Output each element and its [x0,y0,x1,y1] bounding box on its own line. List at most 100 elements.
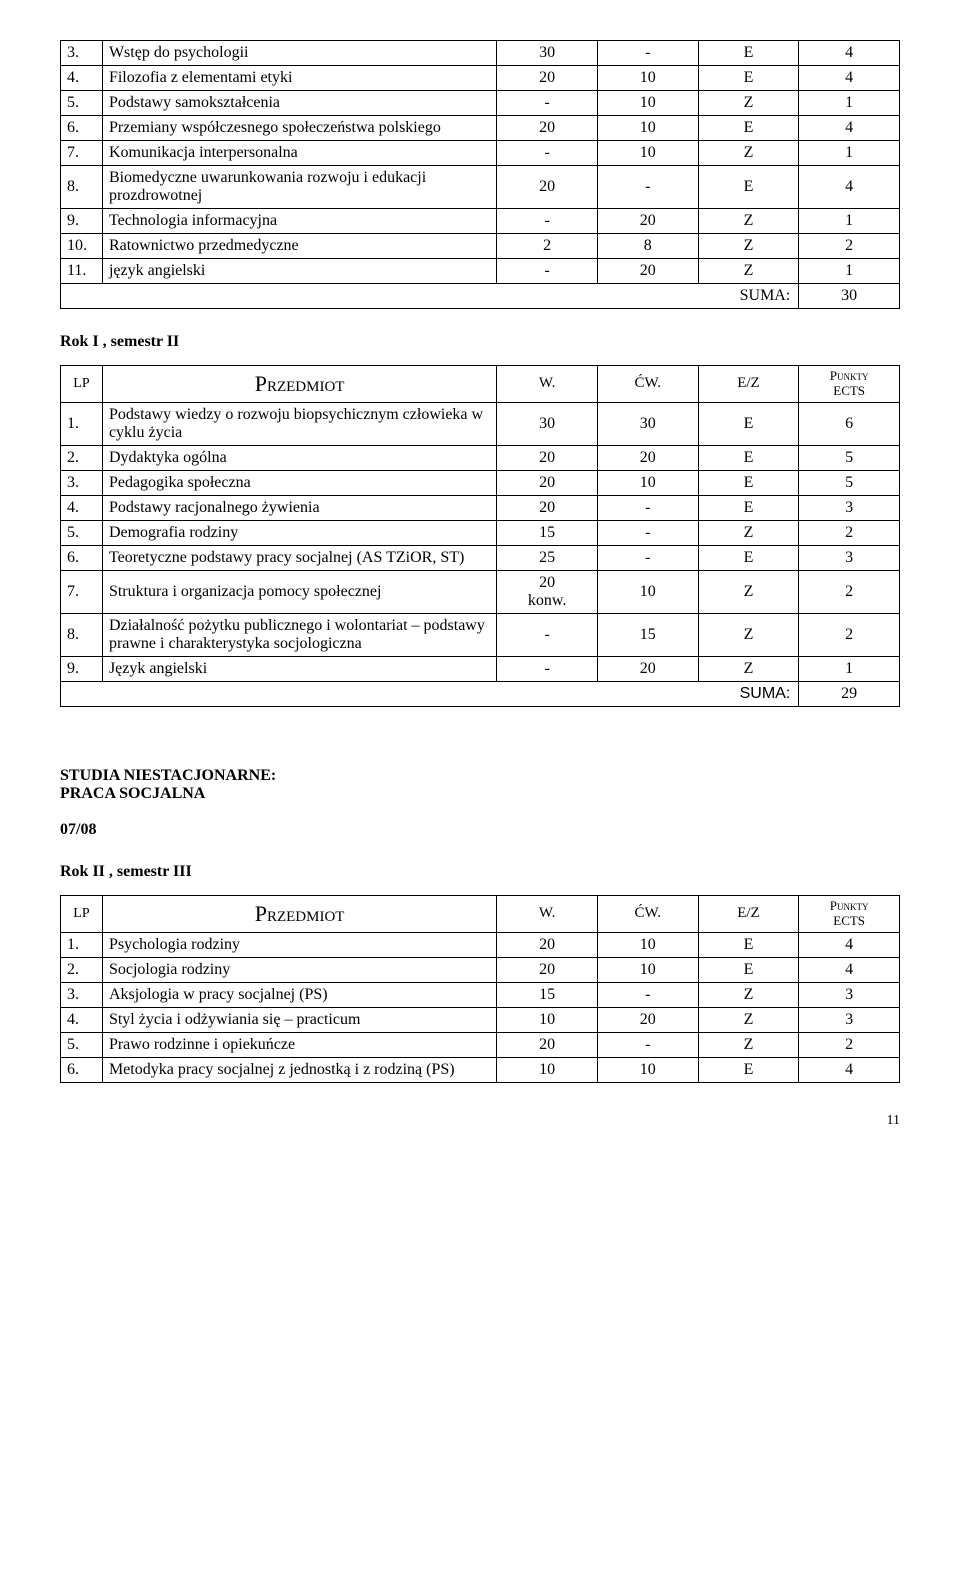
cell-cw: 10 [597,1057,698,1082]
cell-num: 5. [61,1032,103,1057]
section-title-3: Rok II , semestr III [60,863,900,881]
cell-ez: Z [698,982,799,1007]
table-row: 7.Struktura i organizacja pomocy społecz… [61,570,900,613]
header-lp: LP [61,366,103,403]
cell-num: 11. [61,259,103,284]
cell-num: 3. [61,41,103,66]
table-row: 2.Dydaktyka ogólna2020E5 [61,445,900,470]
cell-cw: - [597,166,698,209]
suma-label: SUMA: [61,284,799,309]
cell-ez: Z [698,613,799,656]
cell-num: 7. [61,141,103,166]
header-w: W. [497,895,598,932]
cell-name: Wstęp do psychologii [102,41,496,66]
table-row: 8.Biomedyczne uwarunkowania rozwoju i ed… [61,166,900,209]
cell-pkt: 4 [799,66,900,91]
cell-pkt: 3 [799,545,900,570]
cell-w: 30 [497,41,598,66]
cell-cw: 20 [597,209,698,234]
header-lp: LP [61,895,103,932]
cell-name: Socjologia rodziny [102,957,496,982]
table-row: 3.Aksjologia w pracy socjalnej (PS)15-Z3 [61,982,900,1007]
table-row: 9.Język angielski-20Z1 [61,656,900,681]
cell-cw: 10 [597,957,698,982]
cell-num: 7. [61,570,103,613]
header-punkty: Punkty ECTS [799,895,900,932]
cell-cw: 10 [597,141,698,166]
cell-w: - [497,656,598,681]
cell-pkt: 1 [799,209,900,234]
cell-num: 5. [61,91,103,116]
cell-name: Komunikacja interpersonalna [102,141,496,166]
suma-label: SUMA: [61,681,799,706]
cell-name: Działalność pożytku publicznego i wolont… [102,613,496,656]
cell-cw: - [597,520,698,545]
cell-ez: E [698,932,799,957]
header-punkty-l1: Punkty [830,898,869,913]
cell-name: Prawo rodzinne i opiekuńcze [102,1032,496,1057]
cell-ez: E [698,957,799,982]
table-row: 4.Filozofia z elementami etyki2010E4 [61,66,900,91]
table-row: 4.Styl życia i odżywiania się – practicu… [61,1007,900,1032]
cell-ez: Z [698,259,799,284]
cell-name: Biomedyczne uwarunkowania rozwoju i eduk… [102,166,496,209]
cell-pkt: 2 [799,234,900,259]
cell-name: Styl życia i odżywiania się – practicum [102,1007,496,1032]
cell-w: 20 [497,1032,598,1057]
table-header-row: LP Przedmiot W. ĆW. E/Z Punkty ECTS [61,895,900,932]
cell-w: 20 [497,932,598,957]
header-przedmiot: Przedmiot [102,366,496,403]
cell-name: Pedagogika społeczna [102,470,496,495]
table-row: 3.Pedagogika społeczna2010E5 [61,470,900,495]
cell-name: Ratownictwo przedmedyczne [102,234,496,259]
cell-cw: 20 [597,1007,698,1032]
header-w: W. [497,366,598,403]
cell-pkt: 2 [799,613,900,656]
table-row: 1.Podstawy wiedzy o rozwoju biopsychiczn… [61,402,900,445]
cell-pkt: 3 [799,982,900,1007]
cell-name: Teoretyczne podstawy pracy socjalnej (AS… [102,545,496,570]
table-row: 6.Przemiany współczesnego społeczeństwa … [61,116,900,141]
cell-cw: - [597,545,698,570]
cell-ez: E [698,402,799,445]
page-number: 11 [60,1113,900,1129]
cell-num: 4. [61,495,103,520]
table-row: 5.Demografia rodziny15-Z2 [61,520,900,545]
cell-num: 8. [61,613,103,656]
cell-w: - [497,259,598,284]
cell-ez: E [698,116,799,141]
cell-num: 5. [61,520,103,545]
cell-pkt: 6 [799,402,900,445]
suma-value: 29 [799,681,900,706]
cell-pkt: 5 [799,470,900,495]
cell-num: 10. [61,234,103,259]
year-label: 07/08 [60,821,900,839]
cell-w: 15 [497,982,598,1007]
cell-w: 30 [497,402,598,445]
cell-w: 2 [497,234,598,259]
cell-pkt: 1 [799,259,900,284]
cell-w: - [497,209,598,234]
header-punkty: Punkty ECTS [799,366,900,403]
cell-w: 10 [497,1007,598,1032]
cell-w: 20 [497,445,598,470]
cell-cw: 10 [597,116,698,141]
cell-ez: E [698,470,799,495]
table-row: 11.język angielski-20Z1 [61,259,900,284]
cell-w: 15 [497,520,598,545]
cell-pkt: 1 [799,91,900,116]
cell-pkt: 3 [799,495,900,520]
cell-pkt: 1 [799,656,900,681]
table-row: 5.Prawo rodzinne i opiekuńcze20-Z2 [61,1032,900,1057]
cell-w: 20 [497,495,598,520]
cell-num: 1. [61,932,103,957]
cell-cw: 20 [597,656,698,681]
cell-ez: Z [698,141,799,166]
table-row: 9.Technologia informacyjna-20Z1 [61,209,900,234]
table-row: 2.Socjologia rodziny2010E4 [61,957,900,982]
cell-ez: Z [698,234,799,259]
table-row: 8.Działalność pożytku publicznego i wolo… [61,613,900,656]
cell-name: Demografia rodziny [102,520,496,545]
cell-ez: E [698,495,799,520]
cell-w: 20 [497,166,598,209]
